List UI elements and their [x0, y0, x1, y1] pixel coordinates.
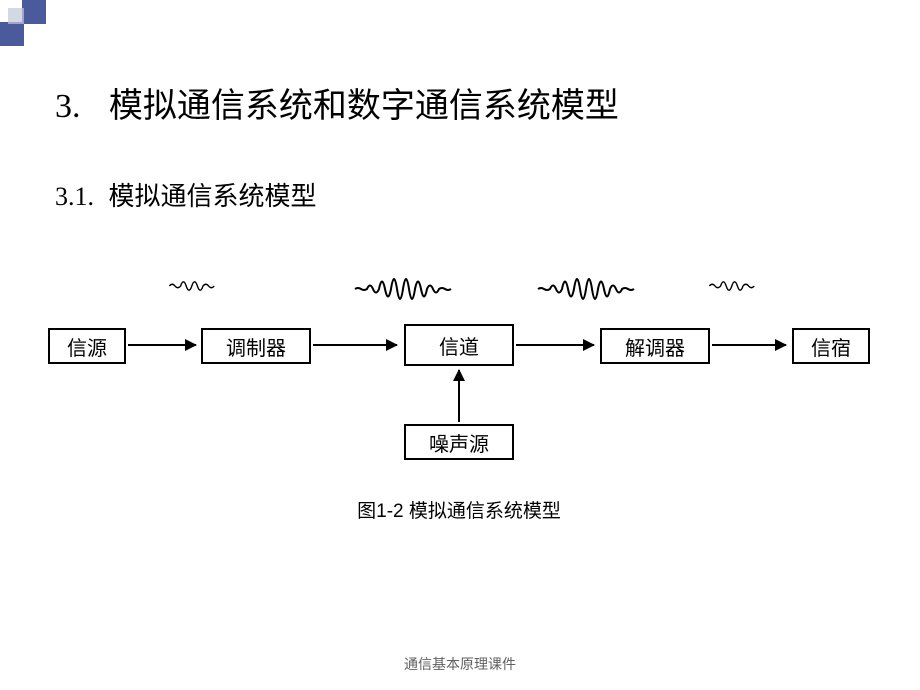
corner-decoration	[0, 0, 46, 46]
arrow-noise-channel	[458, 370, 460, 422]
node-channel: 信道	[404, 324, 514, 366]
subheading-number: 3.1.	[55, 182, 94, 211]
slide-footer: 通信基本原理课件	[0, 654, 920, 674]
section-title: 3.1. 模拟通信系统模型	[55, 176, 316, 213]
node-noise: 噪声源	[404, 424, 514, 460]
corner-square	[0, 22, 24, 46]
heading-number: 3.	[55, 88, 81, 125]
corner-square	[22, 0, 46, 24]
diagram-caption: 图1-2 模拟通信系统模型	[48, 496, 870, 523]
node-source: 信源	[48, 328, 126, 364]
subheading-text: 模拟通信系统模型	[108, 181, 316, 211]
arrow-modulator-channel	[313, 344, 397, 346]
corner-square	[8, 8, 24, 24]
arrow-channel-demodulator	[516, 344, 594, 346]
signal-wave-icon	[353, 264, 453, 314]
node-demodulator: 解调器	[600, 328, 710, 364]
system-model-diagram: 图1-2 模拟通信系统模型 信源 调制器 信道 解调器 信宿噪声源	[48, 258, 870, 538]
signal-wave-icon	[168, 272, 217, 300]
signal-wave-icon	[536, 264, 636, 314]
arrow-demodulator-sink	[712, 344, 786, 346]
arrow-source-modulator	[128, 344, 196, 346]
signal-wave-icon	[708, 272, 757, 300]
node-sink: 信宿	[792, 328, 870, 364]
page-title: 3. 模拟通信系统和数字通信系统模型	[55, 78, 619, 127]
heading-text: 模拟通信系统和数字通信系统模型	[109, 87, 619, 125]
node-modulator: 调制器	[201, 328, 311, 364]
